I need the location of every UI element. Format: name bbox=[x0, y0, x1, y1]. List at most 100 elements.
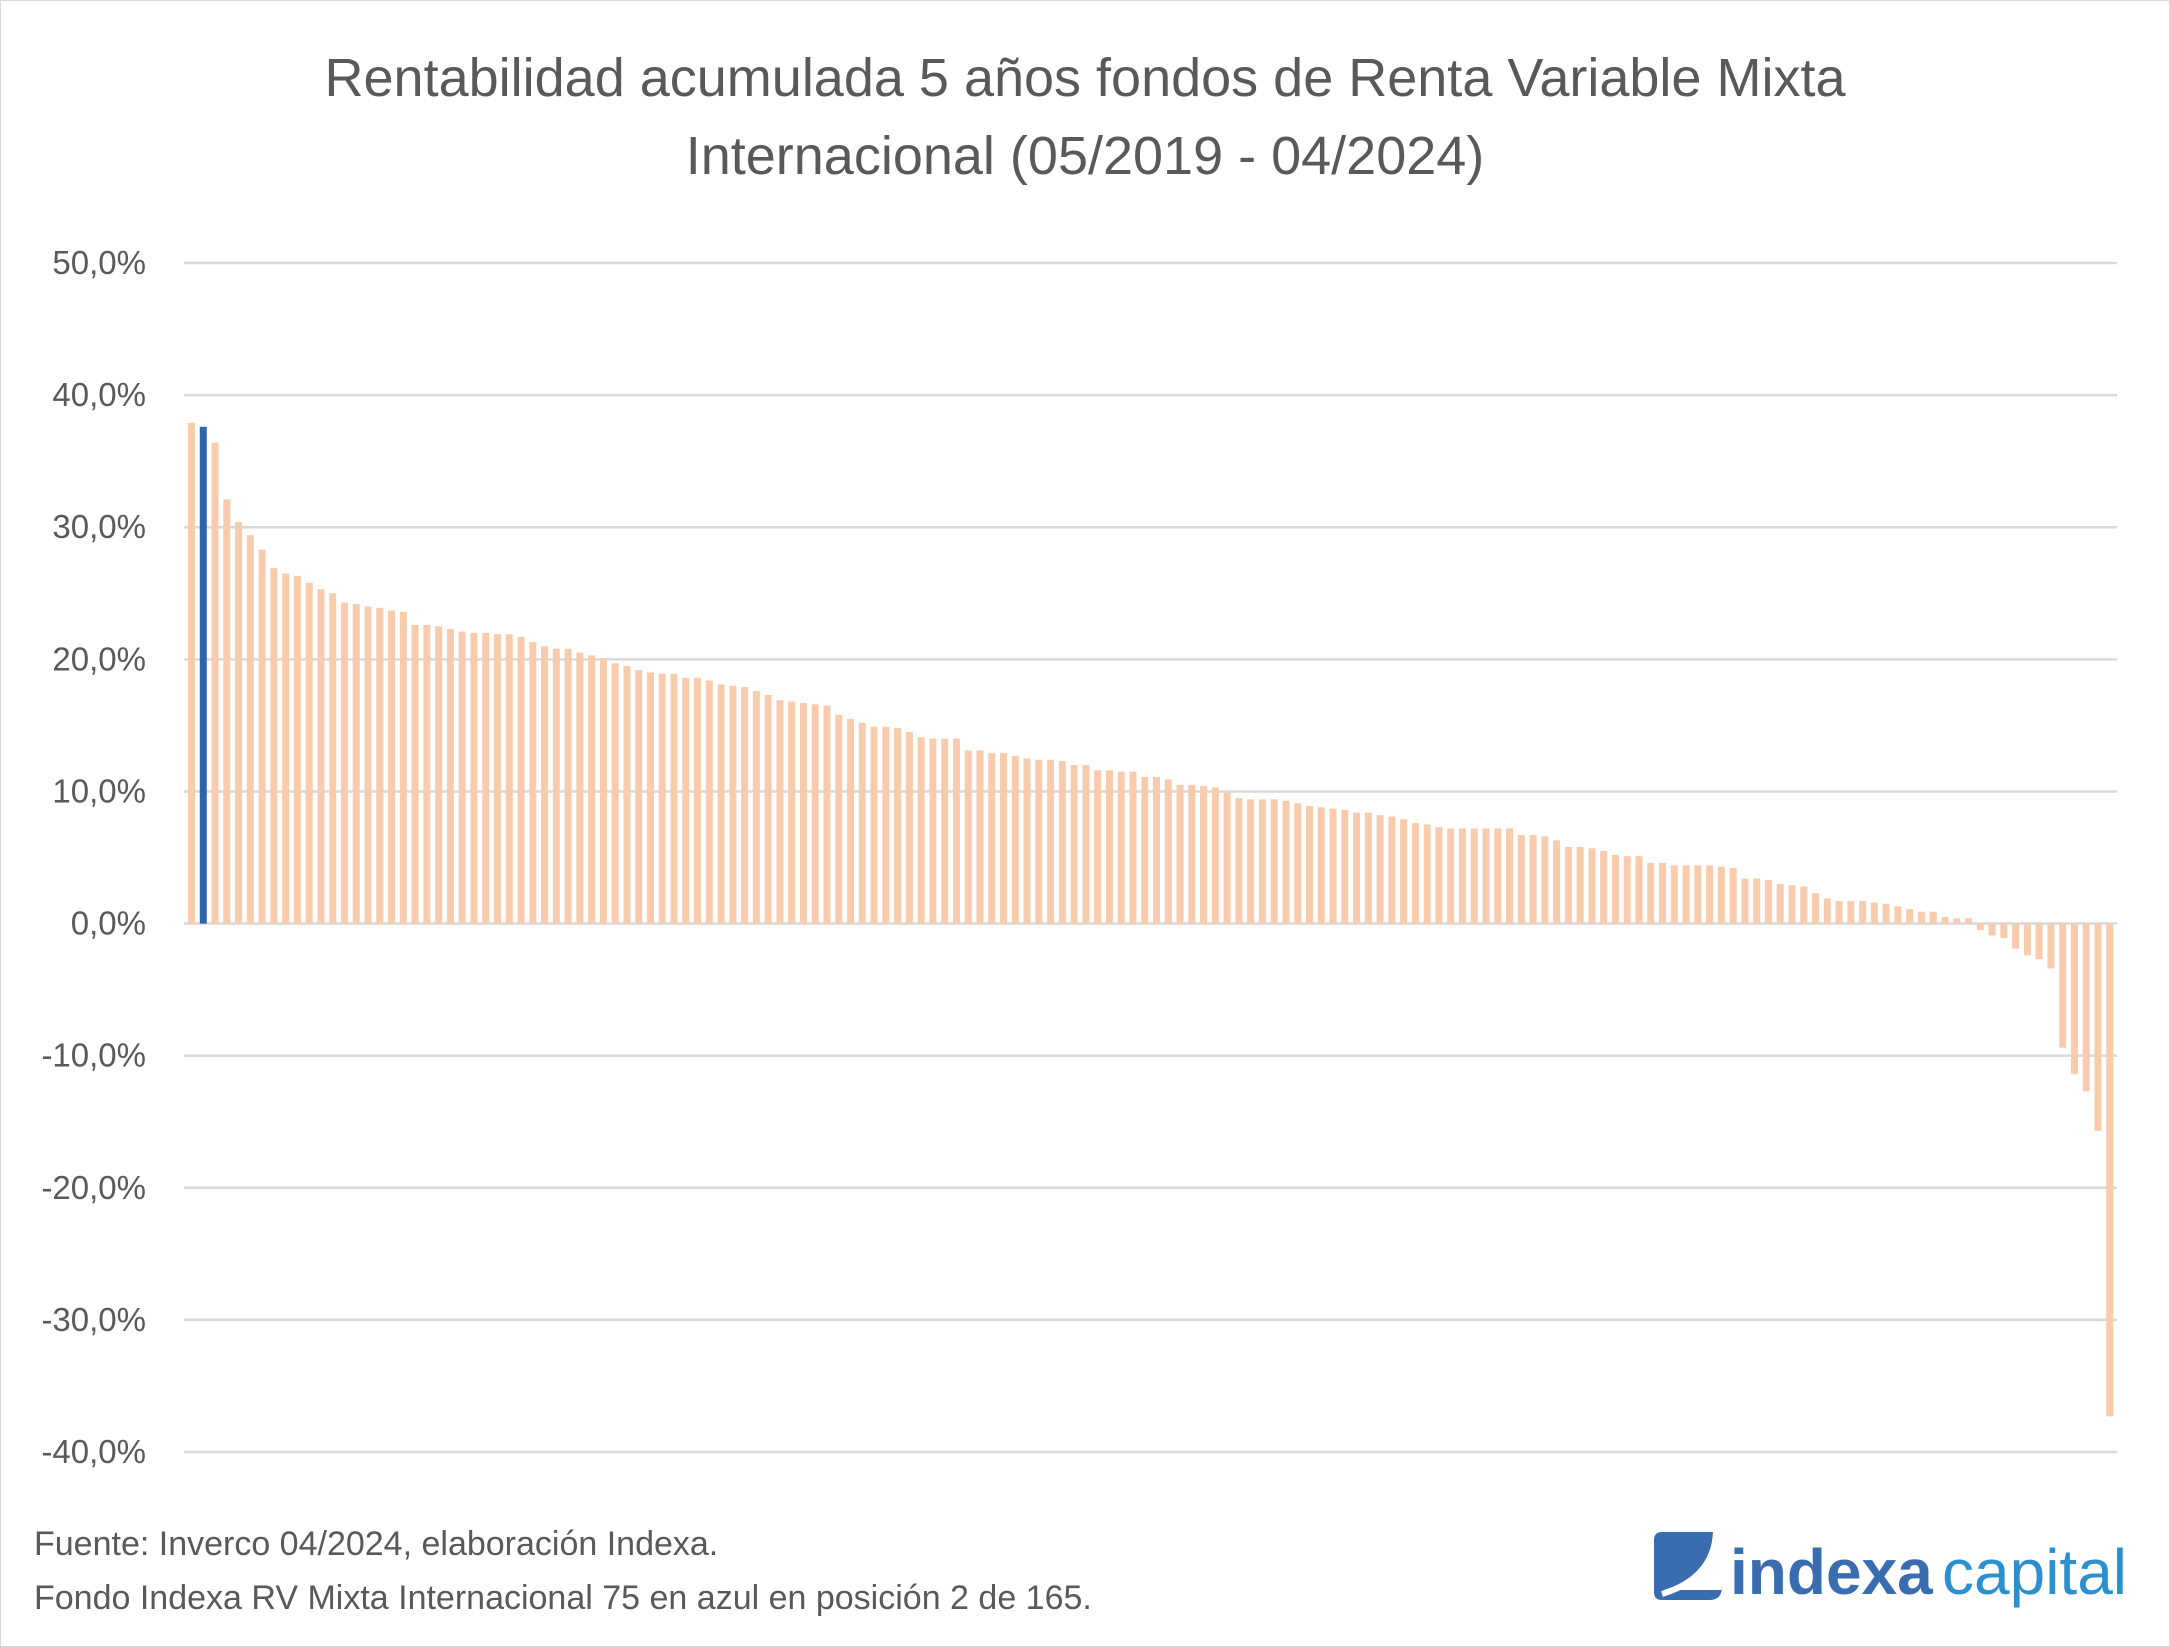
bar bbox=[1047, 759, 1055, 924]
bar bbox=[364, 606, 372, 924]
bar bbox=[1341, 809, 1349, 924]
bar bbox=[2070, 923, 2078, 1075]
bar bbox=[1188, 784, 1196, 924]
bar bbox=[1929, 911, 1937, 924]
bar bbox=[1141, 776, 1149, 924]
bar bbox=[458, 631, 466, 924]
bar bbox=[2023, 923, 2031, 956]
bar bbox=[1011, 755, 1019, 924]
y-tick-label: 20,0% bbox=[52, 640, 146, 677]
bar bbox=[1600, 850, 1608, 924]
bar bbox=[1553, 840, 1561, 924]
bar bbox=[1588, 848, 1596, 924]
bar bbox=[352, 603, 360, 924]
bar bbox=[1976, 923, 1984, 931]
bar bbox=[646, 672, 654, 924]
bar bbox=[1659, 862, 1667, 924]
bar bbox=[1835, 901, 1843, 924]
bar bbox=[1741, 878, 1749, 924]
bar bbox=[1953, 918, 1961, 924]
bar bbox=[399, 611, 407, 924]
bar bbox=[211, 442, 219, 924]
bar bbox=[1941, 916, 1949, 924]
bar bbox=[1211, 787, 1219, 924]
y-axis-ticks: 50,0% 40,0% 30,0% 20,0% 10,0% 0,0% -10,0% -20,0… bbox=[41, 244, 146, 1470]
bar bbox=[1388, 816, 1396, 924]
bar bbox=[1623, 856, 1631, 924]
bar bbox=[952, 738, 960, 924]
bar bbox=[1082, 765, 1090, 924]
bar bbox=[235, 521, 243, 924]
bar bbox=[882, 726, 890, 924]
bar bbox=[741, 687, 749, 924]
bar bbox=[1129, 771, 1137, 924]
bar bbox=[1270, 799, 1278, 924]
bar bbox=[2059, 923, 2067, 1048]
bar bbox=[1611, 854, 1619, 924]
bar bbox=[1458, 828, 1466, 924]
bar bbox=[388, 610, 396, 924]
bar bbox=[1506, 828, 1514, 924]
bar bbox=[941, 738, 949, 924]
bar bbox=[599, 658, 607, 924]
bar bbox=[293, 576, 301, 924]
bar bbox=[870, 726, 878, 924]
bar bbox=[305, 582, 313, 924]
bar bbox=[1882, 903, 1890, 924]
bar bbox=[1494, 828, 1502, 924]
bar bbox=[1400, 819, 1408, 924]
bar bbox=[1447, 828, 1455, 924]
y-tick-label: 40,0% bbox=[52, 376, 146, 413]
bar bbox=[964, 750, 972, 924]
bar bbox=[1529, 835, 1537, 924]
bar bbox=[823, 705, 831, 924]
bar bbox=[329, 593, 337, 924]
bar bbox=[1859, 901, 1867, 924]
bar bbox=[917, 737, 925, 924]
bar bbox=[2106, 923, 2114, 1417]
bar bbox=[835, 714, 843, 924]
bar bbox=[847, 718, 855, 924]
bar bbox=[1329, 808, 1337, 924]
bar bbox=[729, 685, 737, 924]
bar bbox=[1812, 893, 1820, 924]
bar bbox=[1094, 770, 1102, 924]
bar bbox=[1070, 765, 1078, 924]
bar bbox=[1776, 883, 1784, 924]
y-tick-label: 30,0% bbox=[52, 508, 146, 545]
bar bbox=[270, 568, 278, 924]
bar bbox=[623, 665, 631, 924]
bar-highlighted bbox=[199, 426, 207, 924]
bar bbox=[1200, 786, 1208, 924]
indexa-capital-logo: indexa capital bbox=[1654, 1531, 2127, 1608]
bar bbox=[1376, 815, 1384, 924]
bar bbox=[1153, 776, 1160, 924]
bar bbox=[1894, 906, 1902, 924]
bar bbox=[1105, 770, 1113, 924]
bar bbox=[493, 634, 501, 924]
bar bbox=[2012, 923, 2020, 949]
bar bbox=[1235, 798, 1243, 924]
chart-title-line-1: Rentabilidad acumulada 5 años fondos de … bbox=[324, 48, 1846, 108]
bar bbox=[1564, 846, 1572, 924]
bar bbox=[1753, 878, 1761, 924]
bar bbox=[1917, 911, 1925, 924]
bar bbox=[552, 648, 560, 924]
bar bbox=[929, 738, 937, 924]
bar bbox=[1470, 828, 1478, 924]
bar bbox=[1282, 800, 1290, 924]
bar bbox=[682, 677, 690, 924]
bar bbox=[517, 636, 525, 924]
bar bbox=[1965, 918, 1973, 924]
bar bbox=[576, 652, 584, 924]
bar bbox=[894, 728, 902, 924]
bar bbox=[529, 642, 537, 924]
bar bbox=[541, 646, 549, 924]
logo-mark-icon bbox=[1654, 1532, 1722, 1600]
bar bbox=[470, 632, 478, 924]
bar bbox=[340, 602, 348, 924]
bar bbox=[776, 700, 784, 924]
y-tick-label: -20,0% bbox=[41, 1169, 146, 1206]
bar bbox=[482, 632, 490, 924]
